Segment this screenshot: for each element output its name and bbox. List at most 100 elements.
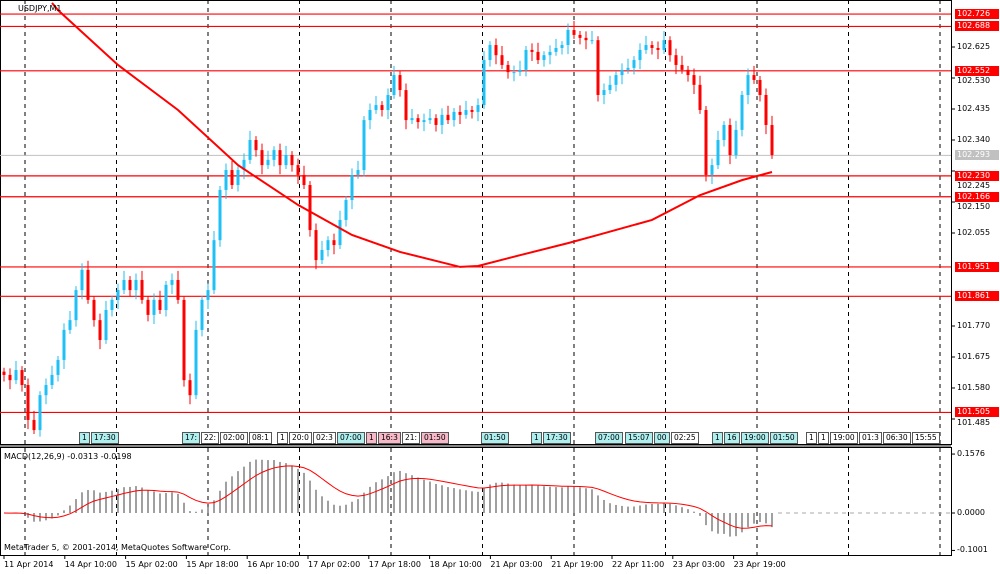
candle-body bbox=[734, 129, 738, 156]
event-label: 07:00 bbox=[337, 432, 365, 444]
time-axis-label: 22 Apr 11:00 bbox=[612, 560, 665, 569]
candle-body bbox=[32, 419, 36, 431]
macd-title: MACD(12,26,9) -0.0313 -0.0198 bbox=[4, 452, 132, 461]
candle-body bbox=[50, 374, 54, 386]
candle-body bbox=[650, 45, 654, 48]
event-label: 02:00 bbox=[220, 432, 248, 444]
price-tick-label: 102.625 bbox=[957, 42, 991, 51]
candle-body bbox=[278, 150, 282, 166]
event-label: 17: bbox=[182, 432, 201, 444]
candle-body bbox=[248, 139, 252, 160]
candle-body bbox=[110, 299, 114, 310]
macd-panel-frame bbox=[0, 447, 952, 556]
candle-body bbox=[554, 47, 558, 52]
price-tick-label: 101.485 bbox=[957, 417, 991, 427]
candle-body bbox=[92, 299, 96, 321]
candle-body bbox=[230, 170, 234, 186]
candle-body bbox=[266, 159, 270, 166]
candle-body bbox=[68, 320, 72, 330]
candle-body bbox=[344, 200, 348, 220]
candle-body bbox=[602, 90, 606, 95]
candle-body bbox=[146, 299, 150, 315]
time-axis-label: 17 Apr 02:00 bbox=[308, 560, 361, 569]
candle-body bbox=[368, 109, 372, 121]
candle-body bbox=[590, 40, 594, 42]
event-label: 1 bbox=[806, 432, 817, 444]
candle-body bbox=[440, 114, 444, 125]
candle-body bbox=[242, 159, 246, 171]
time-axis-label: 11 Apr 2014 bbox=[4, 560, 54, 569]
event-label: 01:50 bbox=[770, 432, 798, 444]
event-label: 06:30 bbox=[883, 432, 911, 444]
candle-body bbox=[410, 118, 414, 121]
candle-body bbox=[644, 45, 648, 50]
event-label: 07:00 bbox=[595, 432, 623, 444]
event-label: 19:00 bbox=[741, 432, 769, 444]
candle-body bbox=[608, 84, 612, 91]
candle-body bbox=[272, 150, 276, 160]
candle-body bbox=[188, 380, 192, 396]
candle-body bbox=[692, 75, 696, 85]
candle-body bbox=[698, 84, 702, 110]
candle-body bbox=[326, 240, 330, 250]
candle-body bbox=[74, 290, 78, 321]
level-label: 101.505 bbox=[955, 407, 999, 418]
candle-body bbox=[236, 170, 240, 186]
candle-body bbox=[140, 279, 144, 300]
candle-body bbox=[308, 185, 312, 231]
candle-body bbox=[476, 105, 480, 112]
candle-body bbox=[182, 299, 186, 381]
price-tick-label: 101.675 bbox=[957, 351, 991, 361]
event-label: 22: bbox=[201, 432, 220, 444]
level-label: 102.552 bbox=[955, 65, 999, 76]
candle-body bbox=[2, 371, 6, 375]
event-label: 00 bbox=[654, 432, 670, 444]
level-label: 102.688 bbox=[955, 21, 999, 32]
price-tick-label: 102.245 bbox=[957, 181, 991, 191]
candle-body bbox=[704, 109, 708, 175]
candle-body bbox=[662, 40, 666, 50]
main-panel-frame bbox=[0, 0, 952, 445]
event-label: 1 bbox=[79, 432, 90, 444]
candle-body bbox=[194, 329, 198, 396]
candle-body bbox=[746, 75, 750, 95]
candle-body bbox=[254, 139, 258, 151]
event-label: 15:55 bbox=[912, 432, 940, 444]
candle-body bbox=[668, 40, 672, 56]
price-tick-label: 102.340 bbox=[957, 134, 991, 144]
candle-body bbox=[548, 51, 552, 56]
event-label: 1 bbox=[712, 432, 723, 444]
event-label: 02:3 bbox=[313, 432, 336, 444]
candle-body bbox=[356, 170, 360, 175]
candle-body bbox=[614, 75, 618, 85]
macd-tick-label: 0.1576 bbox=[957, 449, 985, 459]
candle-body bbox=[740, 94, 744, 130]
candle-body bbox=[494, 45, 498, 56]
candle-body bbox=[218, 189, 222, 241]
candle-body bbox=[350, 174, 354, 201]
candle-body bbox=[164, 284, 168, 310]
moving-average-line bbox=[51, 2, 773, 268]
candle-body bbox=[572, 30, 576, 35]
candle-body bbox=[224, 170, 228, 190]
symbol-title: USDJPY,M1 bbox=[18, 4, 62, 13]
candle-body bbox=[38, 395, 42, 431]
candle-body bbox=[404, 90, 408, 121]
current-price-label: 102.293 bbox=[955, 150, 999, 161]
candle-body bbox=[314, 230, 318, 261]
candle-body bbox=[422, 120, 426, 123]
candle-body bbox=[446, 114, 450, 121]
candle-body bbox=[656, 47, 660, 50]
candle-body bbox=[386, 94, 390, 110]
candle-body bbox=[752, 75, 756, 80]
candle-body bbox=[536, 51, 540, 61]
candle-body bbox=[122, 279, 126, 291]
candle-body bbox=[506, 64, 510, 73]
time-axis-label: 21 Apr 19:00 bbox=[551, 560, 604, 569]
time-axis-label: 23 Apr 03:00 bbox=[672, 560, 725, 569]
candle-body bbox=[512, 72, 516, 74]
candle-body bbox=[596, 40, 600, 95]
event-label: 17:30 bbox=[91, 432, 119, 444]
candle-body bbox=[710, 165, 714, 175]
